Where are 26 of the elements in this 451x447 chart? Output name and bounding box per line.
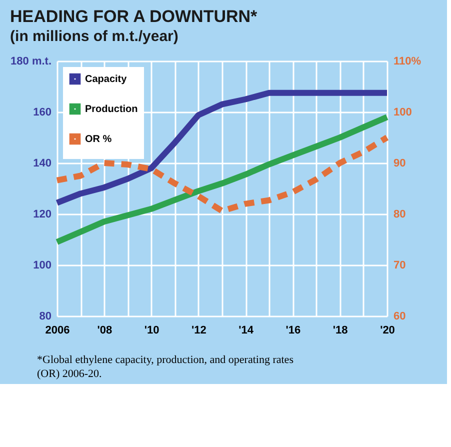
x-tick-label: '20 (380, 324, 395, 336)
y2-tick-label: 110% (394, 56, 422, 68)
chart-title: HEADING FOR A DOWNTURN* (10, 7, 258, 26)
x-tick-label: '08 (97, 324, 112, 336)
x-tick-label: 2006 (45, 324, 70, 336)
y2-tick-label: 90 (394, 158, 406, 170)
y-tick-label: 120 (33, 208, 52, 220)
y-tick-label: 80 (39, 310, 52, 322)
text: *Global ethylene capacity, production, and operating rates (OR) 2006-20. (37, 354, 294, 380)
legend-label: Capacity (85, 74, 128, 85)
y2-tick-label: 100 (394, 106, 412, 118)
legend-label: OR % (85, 134, 112, 145)
chart-subtitle: (in millions of m.t./year) (10, 28, 178, 45)
x-tick-label: '12 (192, 324, 206, 336)
y-tick-label: 140 (33, 158, 52, 170)
x-tick-label: '16 (286, 324, 301, 336)
y-tick-label: 160 (33, 106, 52, 118)
x-tick-label: '14 (238, 324, 254, 336)
legend-label: Production (85, 104, 138, 115)
y-tick-label: 100 (33, 260, 52, 272)
x-tick-label: '10 (144, 324, 160, 336)
y2-tick-label: 80 (394, 208, 406, 220)
y2-tick-label: 70 (394, 260, 406, 272)
x-tick-label: '18 (332, 324, 348, 336)
y-tick-label: 180 m.t. (10, 56, 52, 68)
y2-tick-label: 60 (394, 310, 406, 322)
